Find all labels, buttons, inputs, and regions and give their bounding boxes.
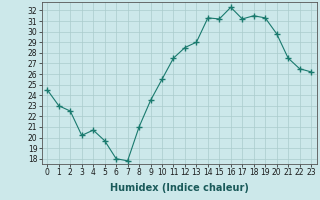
- X-axis label: Humidex (Indice chaleur): Humidex (Indice chaleur): [110, 183, 249, 193]
